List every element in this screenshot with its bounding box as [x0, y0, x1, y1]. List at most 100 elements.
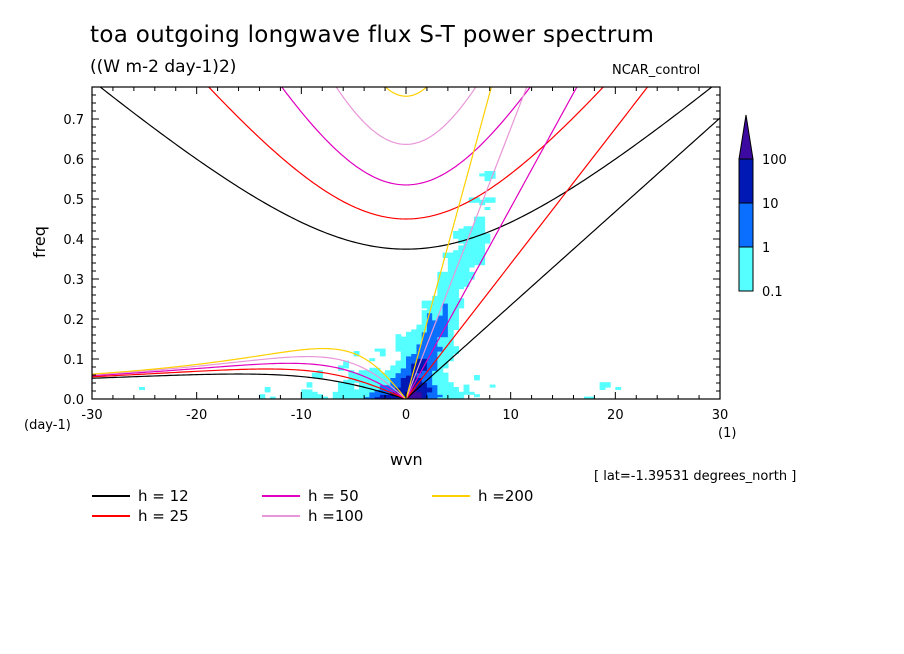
power-cell — [301, 389, 308, 393]
power-cell — [458, 274, 465, 278]
power-cell — [406, 363, 412, 366]
power-cell — [395, 384, 402, 388]
power-cell — [432, 317, 438, 321]
power-cell — [442, 300, 449, 304]
power-cell — [301, 396, 308, 399]
power-cell — [306, 391, 313, 395]
power-cell — [406, 346, 412, 350]
power-cell — [406, 331, 412, 335]
power-cell — [358, 377, 365, 381]
power-cell — [395, 343, 402, 347]
power-cell — [463, 264, 470, 268]
power-cell — [343, 389, 350, 393]
power-cell — [447, 291, 454, 294]
power-cell — [426, 317, 433, 321]
power-cell — [432, 348, 438, 352]
power-cell — [442, 360, 449, 364]
power-cell — [442, 343, 449, 347]
power-cell — [479, 231, 486, 234]
rossby-curve — [92, 362, 407, 399]
power-cell — [458, 240, 465, 244]
power-cell — [437, 279, 444, 282]
power-cell — [474, 245, 480, 249]
power-cell — [369, 372, 376, 376]
power-cell — [479, 173, 486, 177]
power-cell — [453, 250, 459, 254]
power-cell — [474, 259, 480, 263]
power-cell — [426, 389, 433, 393]
power-cell — [343, 387, 350, 390]
power-cell — [343, 360, 350, 364]
power-cell — [317, 394, 323, 398]
power-cell — [379, 353, 386, 357]
legend-label: h =100 — [308, 507, 364, 525]
power-cell — [358, 396, 365, 399]
power-cell — [442, 391, 449, 395]
power-cell — [447, 317, 454, 321]
power-cell — [259, 394, 266, 398]
power-cell — [421, 377, 428, 381]
power-cell — [426, 367, 433, 371]
power-cell — [400, 353, 407, 357]
power-cell — [332, 396, 339, 399]
power-cell — [426, 379, 433, 383]
power-cell — [369, 379, 376, 383]
power-cell — [447, 334, 454, 338]
power-cell — [453, 283, 459, 287]
power-cell — [442, 305, 449, 309]
power-cell — [395, 379, 402, 383]
power-cell — [421, 336, 428, 340]
x-tick-label: 10 — [502, 408, 519, 423]
power-cell — [458, 262, 465, 266]
power-cell — [463, 274, 470, 278]
power-cell — [442, 279, 449, 282]
power-cell — [400, 346, 407, 350]
power-cell — [426, 339, 433, 342]
case-label: NCAR_control — [612, 63, 701, 78]
power-cell — [432, 377, 438, 381]
power-cell — [453, 291, 459, 294]
power-cell — [421, 391, 428, 395]
power-cell — [453, 312, 459, 316]
power-cell — [432, 329, 438, 333]
power-cell — [447, 331, 454, 335]
y-tick-label: 0.6 — [63, 153, 84, 168]
power-cell — [474, 226, 480, 230]
power-cell — [348, 389, 355, 393]
power-cell — [474, 262, 480, 266]
power-cell — [421, 358, 428, 362]
power-cell — [432, 319, 438, 323]
power-cell — [442, 375, 449, 378]
power-cell — [468, 245, 475, 249]
power-cell — [411, 365, 418, 369]
power-cell — [463, 252, 470, 256]
power-cell — [426, 343, 433, 347]
power-cell — [447, 336, 454, 340]
power-cell — [426, 375, 433, 378]
power-cell — [447, 384, 454, 388]
y-tick-label: 0.3 — [63, 273, 84, 288]
power-cell — [479, 259, 486, 263]
power-cell — [426, 341, 433, 345]
power-cell — [437, 351, 444, 354]
power-cell — [442, 365, 449, 369]
power-cell — [426, 391, 433, 395]
power-cell — [379, 394, 386, 398]
power-cell — [337, 387, 344, 390]
power-cell — [416, 336, 423, 340]
power-cell — [426, 382, 433, 386]
power-cell — [442, 274, 449, 278]
power-cell — [369, 396, 376, 399]
kelvin-curve — [405, 87, 528, 399]
power-cell — [353, 396, 360, 399]
power-cell — [421, 360, 428, 364]
power-cell — [437, 317, 444, 321]
power-cell — [447, 327, 454, 330]
gravity-wave-curve — [384, 87, 428, 97]
power-cell — [374, 367, 381, 371]
power-cell — [374, 382, 381, 386]
power-cell — [406, 375, 412, 378]
power-cell — [432, 365, 438, 369]
power-cell — [458, 394, 465, 398]
power-cell — [416, 375, 423, 378]
